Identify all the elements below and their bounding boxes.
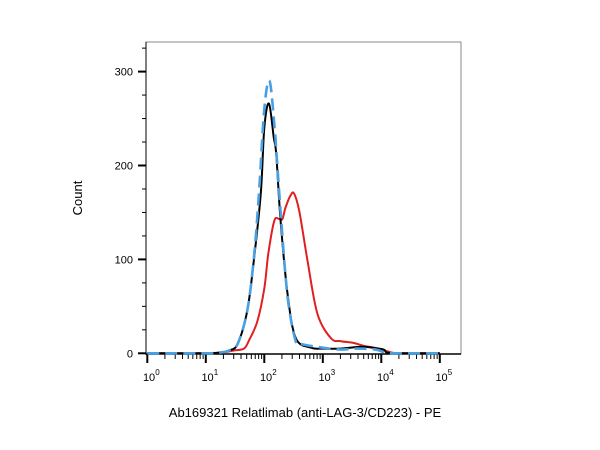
- x-tick-label: 103: [318, 368, 335, 384]
- series-line-black: [147, 102, 440, 355]
- x-axis-title: Ab169321 Relatlimab (anti-LAG-3/CD223) -…: [169, 405, 442, 420]
- x-tick-label: 102: [260, 368, 277, 384]
- x-tick-label: 105: [435, 368, 452, 384]
- y-tick-label: 200: [115, 161, 133, 173]
- plot-frame: [145, 41, 462, 355]
- y-tick-label: 300: [115, 67, 133, 79]
- x-tick-label: 104: [377, 368, 394, 384]
- x-tick-label: 100: [143, 368, 160, 384]
- x-tick-label: 101: [201, 368, 218, 384]
- series-line-blue-dashed: [147, 79, 440, 355]
- y-tick-label: 100: [115, 254, 133, 266]
- y-axis-title: Count: [70, 180, 85, 215]
- y-tick-label: 0: [127, 348, 133, 360]
